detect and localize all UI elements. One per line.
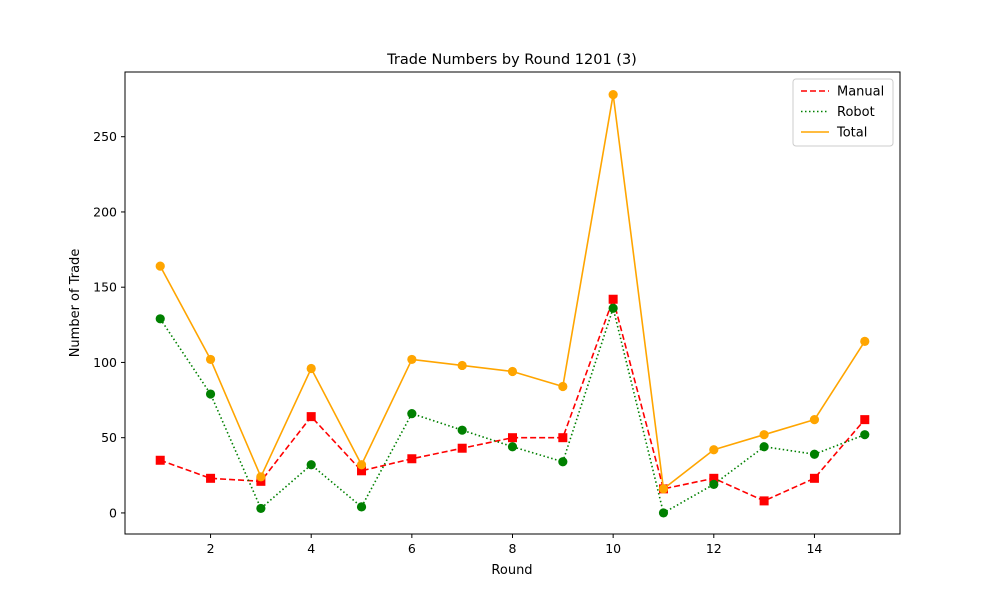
data-point (759, 496, 769, 506)
data-point (457, 443, 467, 453)
x-tick-label: 12 (706, 541, 722, 556)
x-tick-label: 8 (509, 541, 517, 556)
data-point (155, 314, 165, 324)
x-tick-label: 4 (307, 541, 315, 556)
y-tick-label: 50 (101, 430, 117, 445)
series-robot (155, 303, 870, 518)
data-point (759, 442, 769, 452)
series-line-total (159, 93, 866, 490)
data-point (809, 449, 820, 459)
data-point (256, 503, 266, 514)
data-point (356, 502, 367, 512)
plot-area (155, 89, 870, 518)
data-point (457, 360, 467, 371)
data-point (608, 294, 618, 304)
series-line-robot (159, 307, 866, 514)
y-tick-label: 200 (93, 204, 117, 219)
data-point (306, 412, 316, 422)
data-point (709, 473, 719, 483)
data-point (205, 389, 216, 399)
axes-frame (124, 71, 901, 535)
data-point (507, 442, 518, 452)
data-point (709, 479, 719, 489)
data-point (306, 460, 316, 470)
data-point (658, 484, 669, 494)
data-point (608, 89, 618, 100)
series-line-manual (159, 298, 866, 502)
data-point (809, 415, 820, 425)
data-point (558, 433, 568, 443)
data-point (155, 455, 165, 465)
data-point (608, 303, 618, 313)
data-point (407, 354, 417, 365)
legend-label: Robot (837, 105, 875, 120)
data-point (860, 336, 870, 346)
data-point (558, 381, 568, 392)
data-point (306, 363, 316, 374)
data-point (658, 508, 669, 518)
data-point (860, 415, 870, 425)
x-tick-label: 2 (207, 541, 215, 556)
data-point (507, 366, 518, 377)
y-tick-label: 100 (93, 355, 117, 370)
data-point (256, 472, 266, 482)
chart-title: Trade Numbers by Round 1201 (3) (386, 52, 637, 68)
y-tick-label: 150 (93, 280, 117, 295)
y-axis-label: Number of Trade (68, 249, 83, 358)
data-point (860, 430, 870, 440)
data-point (357, 466, 367, 476)
data-point (508, 433, 517, 443)
x-tick-label: 14 (806, 541, 822, 556)
data-point (155, 261, 165, 271)
legend-box (792, 78, 894, 147)
data-point (457, 425, 467, 435)
y-tick-label: 0 (109, 505, 117, 520)
data-point (709, 445, 719, 455)
x-axis-label: Round (491, 563, 532, 578)
series-total (155, 89, 870, 494)
x-tick-label: 6 (408, 541, 416, 556)
legend: Manual Robot Total (792, 78, 894, 147)
data-point (809, 473, 819, 483)
data-point (356, 460, 367, 470)
legend-label: Total (836, 126, 867, 141)
y-tick-label: 250 (93, 129, 117, 144)
data-point (407, 454, 417, 464)
data-point (759, 430, 769, 440)
data-point (205, 354, 216, 365)
data-point (206, 473, 216, 483)
data-point (407, 409, 417, 419)
axis-ticks: 2 4 6 8 10 12 14 0 50 100 150 200 250 (93, 129, 822, 556)
legend-label: Manual (837, 85, 884, 100)
x-tick-label: 10 (605, 541, 621, 556)
data-point (558, 457, 568, 467)
